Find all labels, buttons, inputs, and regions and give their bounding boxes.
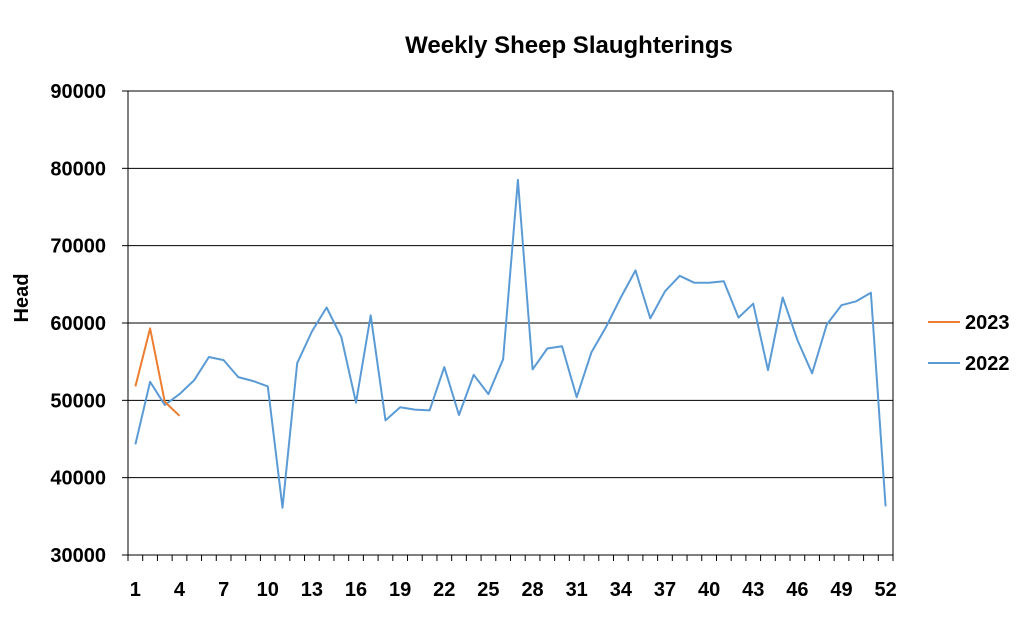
x-tick-label: 43 [742, 579, 764, 601]
y-tick-label: 60000 [50, 313, 106, 335]
x-tick-labels: 1 4 7 10 13 16 19 22 25 28 31 34 37 40 43 46 49 52 [130, 579, 897, 601]
y-tick-label: 90000 [50, 81, 106, 103]
chart-title: Weekly Sheep Slaughterings [405, 32, 733, 59]
x-tick-label: 7 [218, 579, 229, 601]
series-line-2023 [134, 327, 181, 417]
gridlines [128, 90, 893, 479]
x-tick-label: 22 [433, 579, 455, 601]
x-tick-label: 40 [698, 579, 720, 601]
y-tick-label: 80000 [50, 158, 106, 180]
x-tick-label: 46 [786, 579, 808, 601]
x-tick-label: 16 [345, 579, 367, 601]
y-tick-labels: 30000 40000 50000 60000 70000 80000 90000 [50, 81, 106, 567]
y-tick-label: 30000 [50, 545, 106, 567]
x-tick-label: 4 [174, 579, 186, 601]
x-tick-label: 25 [477, 579, 499, 601]
x-tick-label: 49 [830, 579, 852, 601]
x-tick-label: 19 [389, 579, 411, 601]
x-tick-label: 28 [521, 579, 543, 601]
x-tick-label: 10 [257, 579, 279, 601]
y-tick-label: 70000 [50, 236, 106, 258]
x-tick-label: 52 [875, 579, 897, 601]
series-lines [134, 178, 887, 509]
y-tick-label: 40000 [50, 468, 106, 490]
x-tick-label: 13 [301, 579, 323, 601]
legend-label-2023: 2023 [965, 312, 1010, 334]
x-tick-label: 34 [610, 579, 633, 601]
legend: 2023 2022 [928, 312, 1010, 375]
x-tick-label: 31 [566, 579, 588, 601]
axes [122, 90, 894, 561]
y-tick-label: 50000 [50, 390, 106, 412]
legend-label-2022: 2022 [965, 353, 1010, 375]
x-tick-label: 1 [130, 579, 141, 601]
x-tick-label: 37 [654, 579, 676, 601]
y-axis-title: Head [11, 274, 33, 323]
series-line-2022 [134, 178, 887, 509]
